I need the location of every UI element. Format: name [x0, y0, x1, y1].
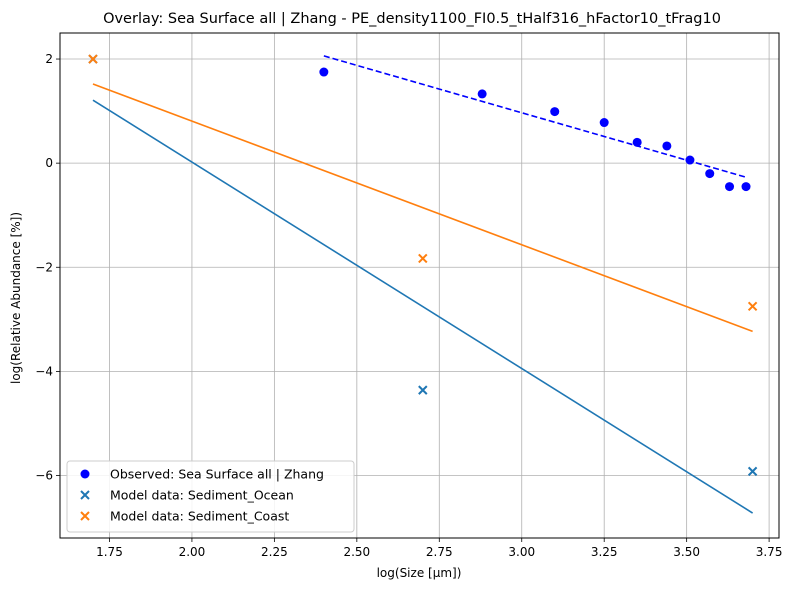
- fit-line: [92, 99, 754, 514]
- y-axis-label: log(Relative Abundance [%]): [9, 212, 23, 384]
- legend-entry: Model data: Sediment_Ocean: [110, 488, 294, 503]
- x-tick-label: 3.00: [508, 545, 535, 559]
- data-point: [747, 301, 758, 312]
- x-axis: 1.75 2.00 2.25 2.50 2.75 3.00 3.25 3.50 3.75: [96, 538, 782, 559]
- legend-entry: Model data: Sediment_Coast: [110, 509, 289, 524]
- fit-line: [323, 55, 747, 178]
- legend-marker: [80, 469, 90, 479]
- y-tick-label: −6: [35, 469, 53, 483]
- data-point: [418, 385, 428, 395]
- y-tick-label: −2: [35, 260, 53, 274]
- data-point: [550, 107, 560, 117]
- x-tick-label: 2.50: [343, 545, 370, 559]
- plot-frame: [59, 32, 780, 539]
- data-point: [662, 141, 672, 151]
- x-tick-label: 3.75: [756, 545, 783, 559]
- x-tick-label: 3.50: [673, 545, 700, 559]
- x-tick-label: 1.75: [96, 545, 123, 559]
- plot-area: [88, 54, 758, 514]
- legend-box: [66, 460, 355, 533]
- data-point: [88, 54, 98, 64]
- data-point: [725, 182, 735, 192]
- legend-marker: [80, 511, 90, 521]
- legend-marker: [80, 490, 90, 500]
- y-tick-label: 2: [45, 52, 53, 66]
- data-point: [741, 182, 751, 192]
- chart-title: Overlay: Sea Surface all | Zhang - PE_de…: [103, 11, 721, 27]
- y-axis: −6 −4 −2 0 2: [35, 52, 60, 483]
- data-point: [477, 89, 487, 99]
- x-tick-label: 3.25: [591, 545, 618, 559]
- data-point: [418, 253, 428, 264]
- data-point: [685, 155, 695, 165]
- x-tick-label: 2.75: [426, 545, 453, 559]
- data-point: [599, 118, 609, 128]
- legend-entry: Observed: Sea Surface all | Zhang: [110, 467, 324, 482]
- y-tick-label: −4: [35, 364, 53, 378]
- data-point: [747, 466, 758, 477]
- grid: [60, 33, 779, 538]
- x-axis-label: log(Size [µm]): [377, 566, 462, 580]
- x-tick-label: 2.00: [179, 545, 206, 559]
- legend: Observed: Sea Surface all | Zhang Model d…: [66, 460, 355, 533]
- y-tick-label: 0: [45, 156, 53, 170]
- data-point: [632, 137, 642, 147]
- data-point: [705, 169, 715, 179]
- data-point: [319, 67, 329, 77]
- fit-line: [92, 83, 753, 333]
- x-tick-label: 2.25: [261, 545, 288, 559]
